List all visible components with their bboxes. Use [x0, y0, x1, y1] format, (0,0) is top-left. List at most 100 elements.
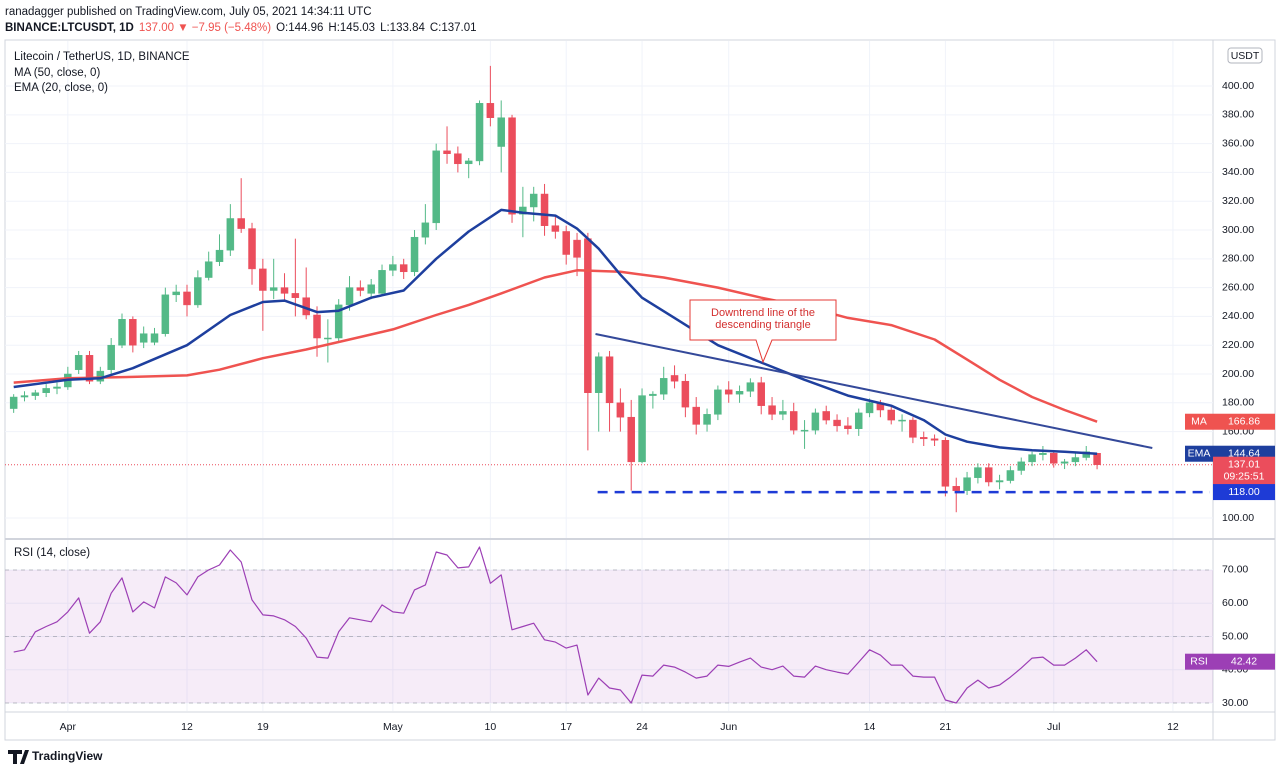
candle-body	[53, 386, 61, 389]
candle-body	[952, 486, 960, 491]
candle-body	[1060, 461, 1069, 464]
candle-body	[746, 382, 755, 392]
candle-body	[681, 380, 690, 408]
candle-body	[529, 193, 538, 208]
candle-body	[20, 395, 29, 398]
candle-body	[248, 228, 256, 270]
candle-body	[161, 294, 170, 334]
y-tick-label: 180.00	[1222, 397, 1254, 409]
candle-body	[421, 222, 430, 238]
y-tick-label: 300.00	[1222, 224, 1254, 236]
candle-body	[150, 333, 159, 343]
candle-body	[475, 103, 484, 162]
y-tick-label: 360.00	[1222, 137, 1254, 149]
chart-title: Litecoin / TetherUS, 1D, BINANCE	[14, 51, 190, 63]
y-tick-label: 70.00	[1222, 564, 1248, 576]
candle-body	[334, 304, 343, 339]
candle-body	[627, 416, 635, 463]
x-tick-label: 12	[181, 721, 193, 733]
candle-body	[410, 236, 419, 273]
candle-body	[1039, 452, 1047, 455]
candle-body	[96, 370, 105, 382]
candle-body	[909, 419, 917, 438]
candle-body	[757, 382, 765, 406]
candle-body	[540, 193, 549, 226]
candle-body	[291, 293, 300, 298]
candle-body	[800, 429, 809, 432]
candle-body	[779, 411, 787, 415]
y-tick-label: 50.00	[1222, 630, 1248, 642]
candle-body	[789, 411, 798, 431]
candle-body	[692, 406, 700, 425]
candle-body	[1017, 461, 1025, 471]
ohlc-value: L:133.84	[380, 22, 425, 34]
x-tick-label: 24	[636, 721, 648, 733]
x-tick-label: 10	[485, 721, 497, 733]
x-tick-label: 12	[1167, 721, 1179, 733]
candle-body	[432, 150, 440, 224]
candle-body	[768, 405, 776, 415]
countdown: 09:25:51	[1224, 470, 1265, 482]
candle-body	[194, 277, 202, 306]
brand-logo	[8, 750, 29, 764]
rsi-last-box	[1213, 653, 1275, 670]
candle-body	[367, 284, 375, 294]
x-tick-label: Jun	[720, 721, 737, 733]
last-price-box	[1213, 456, 1275, 485]
candle-body	[638, 395, 646, 463]
candle-body	[974, 467, 982, 478]
y-tick-label: 400.00	[1222, 80, 1254, 92]
candle-body	[919, 437, 928, 440]
y-tick-label: 30.00	[1222, 697, 1248, 709]
y-tick-label: 340.00	[1222, 166, 1254, 178]
candle-body	[497, 117, 505, 147]
series-last-tag-box	[1185, 445, 1213, 462]
candle-body	[31, 392, 40, 396]
rsi-last-tag: RSI	[1190, 655, 1208, 667]
candle-body	[1006, 470, 1015, 481]
candle-body	[854, 412, 863, 429]
candle-body	[85, 355, 94, 382]
candle-body	[107, 344, 115, 370]
currency: USDT	[1231, 50, 1260, 62]
trendline	[595, 333, 1153, 449]
y-tick-label: 220.00	[1222, 339, 1254, 351]
candle-body	[573, 239, 581, 258]
y-tick-label: 200.00	[1222, 368, 1254, 380]
candle-body	[1093, 453, 1101, 465]
candle-body	[1071, 457, 1080, 463]
y-tick-label: 100.00	[1222, 512, 1254, 524]
y-tick-label: 260.00	[1222, 281, 1254, 293]
candle-body	[887, 409, 895, 421]
candle-body	[378, 270, 386, 294]
candle-body	[443, 150, 451, 154]
series-last-value: 144.64	[1228, 447, 1260, 459]
candle-body	[269, 287, 278, 291]
rsi-last-tag-box	[1185, 653, 1213, 670]
candle-body	[811, 412, 820, 431]
candle-body	[822, 411, 830, 421]
candle-body	[714, 389, 722, 415]
candle-body	[898, 419, 906, 422]
candle-body	[963, 477, 971, 491]
legend-entry: MA (50, close, 0)	[14, 67, 100, 79]
last-price: 137.01	[1228, 458, 1260, 470]
moving-average	[13, 269, 1098, 423]
x-tick-label: May	[383, 721, 404, 733]
ohlc-value: C:137.01	[430, 22, 477, 34]
candle-body	[616, 402, 625, 418]
rsi-last-value: 42.42	[1231, 655, 1257, 667]
candle-body	[280, 287, 289, 294]
legend-entry: EMA (20, close, 0)	[14, 82, 108, 94]
candle-body	[204, 261, 213, 278]
candle-body	[865, 402, 874, 414]
candle-body	[594, 356, 603, 393]
candle-body	[1028, 454, 1036, 463]
candle-body	[259, 268, 267, 291]
candle-body	[464, 160, 473, 165]
candle-body	[833, 419, 841, 427]
x-tick-label: 19	[257, 721, 269, 733]
candle-body	[508, 117, 516, 215]
